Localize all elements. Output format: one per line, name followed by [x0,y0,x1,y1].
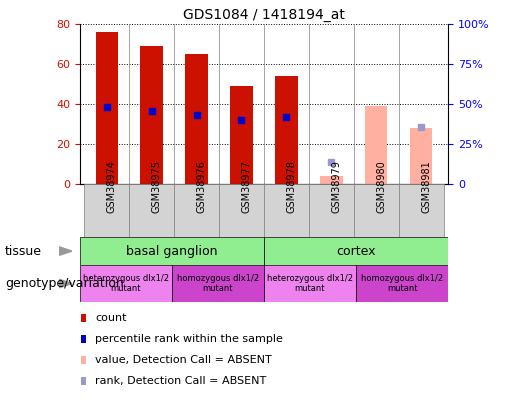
Bar [264,237,448,265]
Text: basal ganglion: basal ganglion [126,245,218,258]
Bar [365,106,387,184]
Bar [275,76,298,184]
Bar [172,265,264,302]
Text: GSM38981: GSM38981 [421,160,431,213]
Text: genotype/variation: genotype/variation [5,277,124,290]
Bar [80,237,264,265]
Bar [80,314,87,322]
Text: homozygous dlx1/2
mutant: homozygous dlx1/2 mutant [177,274,259,293]
Text: GSM38979: GSM38979 [331,160,341,213]
Text: GSM38978: GSM38978 [286,160,297,213]
Polygon shape [59,279,72,288]
Text: cortex: cortex [336,245,376,258]
Text: GSM38977: GSM38977 [242,160,251,213]
Text: tissue: tissue [5,245,42,258]
Bar [84,184,129,237]
Bar [80,265,172,302]
Text: GSM38980: GSM38980 [376,160,386,213]
Bar [174,184,219,237]
Text: count: count [95,313,127,323]
Polygon shape [59,247,72,256]
Bar [399,184,443,237]
Bar [129,184,174,237]
Bar [230,86,253,184]
Text: homozygous dlx1/2
mutant: homozygous dlx1/2 mutant [361,274,443,293]
Bar [80,335,87,343]
Text: rank, Detection Call = ABSENT: rank, Detection Call = ABSENT [95,376,267,386]
Bar [309,184,354,237]
Bar [410,128,432,184]
Text: heterozygous dlx1/2
mutant: heterozygous dlx1/2 mutant [83,274,169,293]
Bar [80,356,87,364]
Text: value, Detection Call = ABSENT: value, Detection Call = ABSENT [95,355,272,365]
Bar [185,54,208,184]
Bar [264,265,356,302]
Bar [80,377,87,385]
Text: GSM38976: GSM38976 [197,160,207,213]
Bar [219,184,264,237]
Bar [96,32,118,184]
Title: GDS1084 / 1418194_at: GDS1084 / 1418194_at [183,8,345,22]
Text: heterozygous dlx1/2
mutant: heterozygous dlx1/2 mutant [267,274,353,293]
Text: percentile rank within the sample: percentile rank within the sample [95,334,283,344]
Bar [356,265,448,302]
Bar [141,46,163,184]
Text: GSM38975: GSM38975 [152,160,162,213]
Bar [320,176,342,184]
Bar [354,184,399,237]
Bar [264,184,309,237]
Text: GSM38974: GSM38974 [107,160,117,213]
